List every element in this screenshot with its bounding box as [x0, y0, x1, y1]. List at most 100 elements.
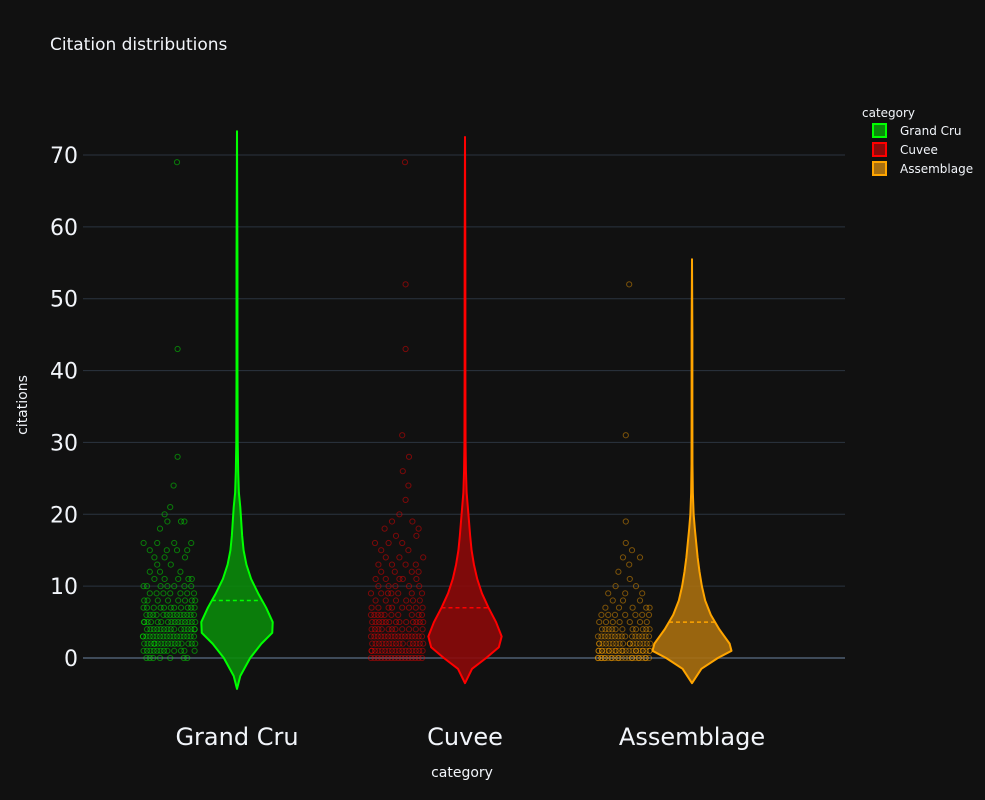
data-point [164, 597, 172, 604]
data-point [388, 561, 396, 568]
data-point [399, 604, 406, 611]
data-point [619, 647, 626, 654]
data-point [140, 604, 147, 611]
data-point [147, 640, 155, 647]
data-point [405, 626, 413, 633]
data-point [608, 654, 615, 662]
data-point [622, 633, 629, 640]
data-point [146, 654, 153, 662]
data-point [612, 626, 619, 633]
data-point [161, 640, 168, 647]
data-point [416, 597, 423, 604]
data-point [405, 633, 412, 640]
data-point [619, 554, 627, 561]
data-point [409, 597, 417, 604]
data-point [611, 654, 619, 662]
data-point [369, 618, 376, 626]
data-point [633, 640, 640, 647]
data-point [388, 647, 396, 654]
data-point [163, 611, 170, 618]
data-point [402, 496, 409, 504]
data-point [602, 640, 610, 647]
plot-area [139, 130, 733, 690]
data-point [385, 583, 392, 590]
data-point [399, 468, 406, 475]
data-point [375, 583, 382, 590]
data-point [598, 647, 606, 654]
data-point [392, 583, 399, 590]
data-point [616, 618, 623, 626]
data-point [595, 647, 602, 654]
data-point [415, 611, 422, 618]
data-point [375, 626, 382, 633]
data-point [405, 583, 413, 590]
data-point [181, 518, 188, 525]
data-point [156, 568, 164, 575]
data-point [602, 626, 609, 633]
data-point [399, 626, 406, 633]
data-point [371, 611, 378, 618]
data-point [158, 640, 165, 647]
data-point [626, 640, 633, 647]
data-point [190, 633, 198, 640]
data-point [611, 611, 619, 618]
data-point [185, 575, 192, 583]
legend: category Grand Cru Cuvee Assemblage [862, 106, 973, 176]
data-point [626, 575, 633, 583]
data-point [164, 626, 171, 633]
data-point [609, 618, 616, 626]
data-point [622, 518, 629, 525]
data-point [382, 640, 389, 647]
data-point [164, 647, 171, 654]
data-point [167, 626, 174, 633]
data-point [605, 654, 612, 662]
data-point [643, 640, 650, 647]
data-point [175, 597, 182, 604]
data-point [626, 561, 633, 568]
data-point [150, 633, 157, 640]
data-point [388, 654, 395, 662]
data-point [143, 633, 150, 640]
data-point [147, 647, 154, 654]
data-point [392, 640, 400, 647]
data-point [140, 539, 147, 547]
data-point [184, 547, 191, 554]
legend-item-grand-cru[interactable]: Grand Cru [872, 123, 962, 138]
data-point [615, 604, 623, 611]
data-point [643, 647, 650, 654]
data-point [613, 640, 620, 647]
data-point [413, 640, 420, 647]
data-point [371, 633, 378, 640]
data-point [164, 618, 172, 626]
data-point [396, 511, 403, 518]
data-point [384, 590, 392, 597]
data-point [639, 647, 646, 654]
data-point [612, 647, 619, 654]
data-point [420, 554, 427, 561]
violin-shape [200, 130, 274, 690]
legend-item-assemblage[interactable]: Assemblage [872, 161, 973, 176]
data-point [192, 640, 199, 647]
data-point [629, 626, 636, 633]
data-point [415, 633, 422, 640]
data-point [605, 633, 612, 640]
data-point [409, 640, 417, 647]
data-point [191, 647, 198, 654]
data-point [160, 647, 168, 654]
data-point [389, 640, 396, 647]
data-point [605, 626, 612, 633]
legend-item-cuvee[interactable]: Cuvee [872, 142, 938, 157]
data-point [160, 633, 167, 640]
data-point [368, 647, 375, 654]
data-point [608, 654, 615, 662]
data-point [419, 604, 426, 611]
data-point [181, 626, 188, 633]
data-point [160, 611, 167, 618]
data-point [405, 604, 413, 611]
data-point [156, 633, 164, 640]
data-point [163, 547, 170, 554]
data-point [371, 539, 379, 547]
data-point [416, 583, 423, 590]
data-point [420, 618, 427, 626]
data-point [396, 618, 403, 626]
